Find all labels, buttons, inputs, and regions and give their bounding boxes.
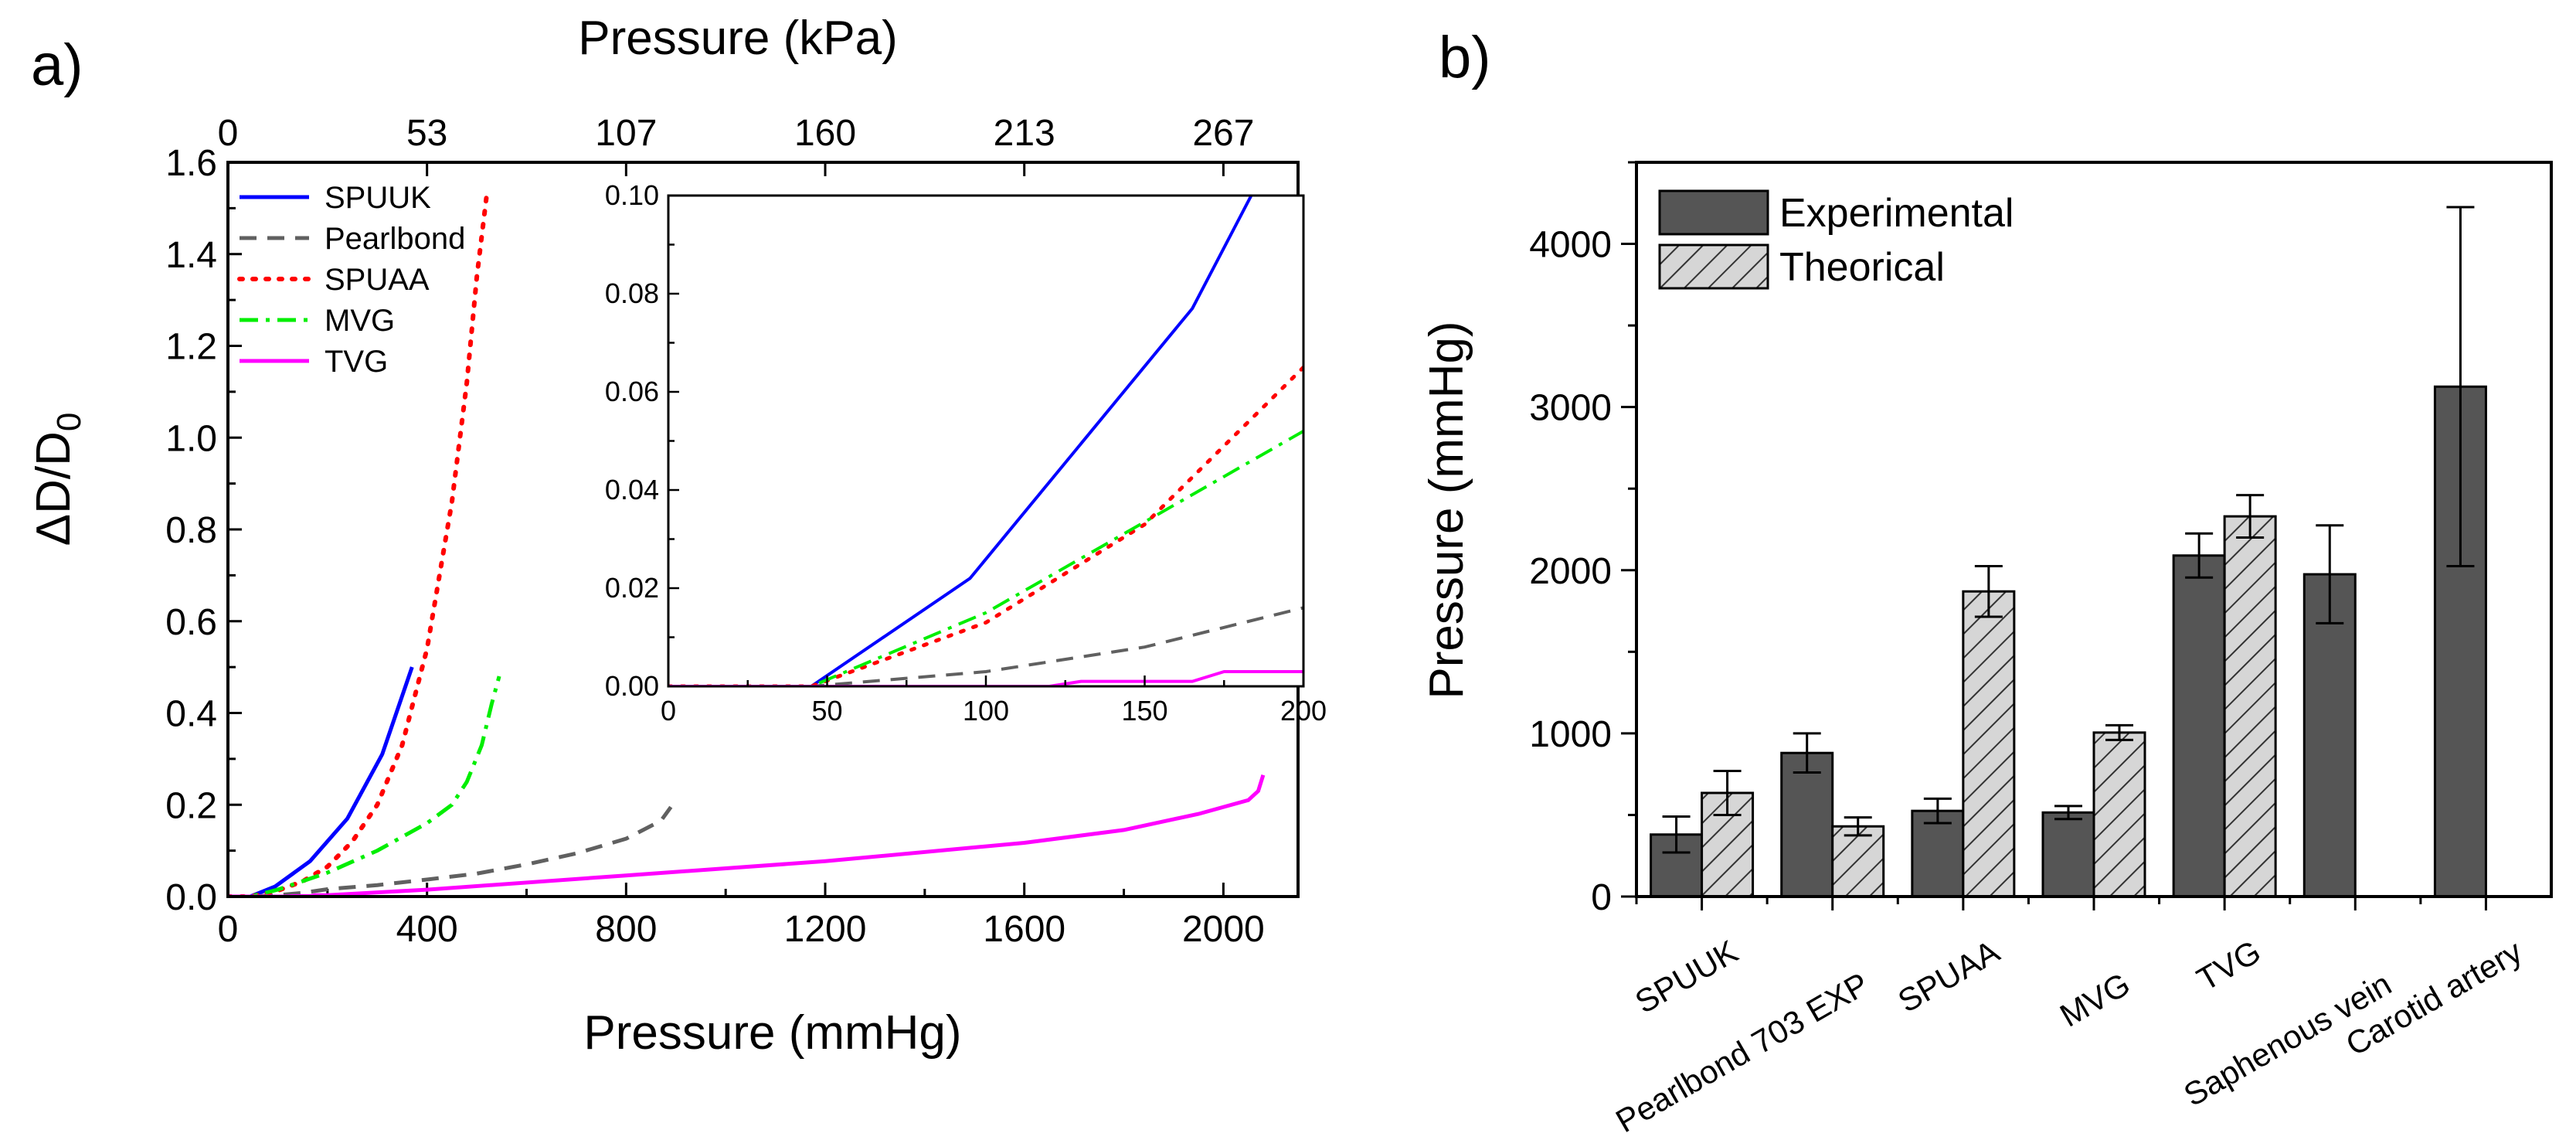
y-tick-label: 0.8 [165,510,217,551]
category-label: SPUUK [1629,933,1744,1020]
panel-a-label: a) [31,32,83,98]
legend-label-theorical: Theorical [1779,245,1945,290]
category-label: SPUAA [1892,933,2006,1019]
legend-label-mvg: MVG [325,304,395,338]
inset-x-tick-label: 0 [661,695,676,727]
legend-label-spuaa: SPUAA [325,263,430,297]
y-tick-label: 1.2 [165,327,217,368]
top-tick-label: 267 [1192,113,1254,154]
inset-x-tick-label: 50 [811,695,842,727]
y-tick-label: 0.6 [165,602,217,643]
bar-experimental [1780,751,1834,898]
inset-series-line-pearlbond [668,606,1303,686]
inset-x-tick-label: 100 [963,695,1009,727]
y-tick-label: 4000 [1529,225,1612,266]
y-tick-label: 1.4 [165,235,217,276]
panel-b: b) Pressure (mmHg) 0 1000 2000 3000 4000 Exp… [1420,25,2553,1139]
category-label: MVG [2054,965,2136,1034]
bar-theorical [1962,590,2016,898]
inset-series [668,196,1303,686]
top-tick-label: 53 [406,113,447,154]
panel-b-y-axis-title: Pressure (mmHg) [1420,321,1473,699]
bar-experimental [2041,811,2095,898]
inset-series-line-spuuk [668,196,1253,686]
y-tick-label: 1.6 [165,143,217,184]
panel-b-plot-frame [1635,161,2553,898]
y-tick-label: 2000 [1529,551,1612,592]
y-tick-label: 1.0 [165,418,217,459]
panel-a-y-axis-title: ΔD/D0 [27,413,88,546]
y-tick-label: 0.4 [165,694,217,735]
legend-label-pearlbond: Pearlbond [325,222,465,256]
inset-series-line-spuaa [668,363,1303,686]
inset-x-tick-label: 200 [1280,695,1327,727]
y-tick-label: 3000 [1529,388,1612,429]
series-line-spuuk [228,666,414,897]
inset-y-tick-label: 0.10 [605,179,659,211]
inset-series-line-tvg [668,669,1303,686]
panel-b-ticks: 0 1000 2000 3000 4000 [1529,161,2487,918]
panel-a-top-axis-title: Pressure (kPa) [578,12,897,65]
legend-label-experimental: Experimental [1779,191,2014,236]
category-label: TVG [2190,933,2266,998]
y-tick-label: 0 [1591,877,1612,918]
panel-a-ticks: 0 400 800 1200 1600 2000 0 53 107 160 213 267 0.0 0.2… [165,113,1264,950]
bar-theorical [1831,825,1885,898]
top-tick-label: 160 [794,113,856,154]
inset-background [668,196,1303,686]
inset-y-tick-label: 0.02 [605,572,659,604]
top-tick-label: 213 [994,113,1055,154]
legend-label-spuuk: SPUUK [325,181,431,215]
top-tick-label: 0 [218,113,239,154]
bar-theorical [2092,731,2146,898]
inset-y-tick-label: 0.00 [605,670,659,702]
panel-a-inset: 0 50 100 150 200 0.00 0.02 0.04 0.06 0.08 0.10 [605,179,1327,727]
x-tick-label: 400 [396,909,458,950]
series-line-mvg [228,675,501,897]
panel-a-legend: SPUUK Pearlbond SPUAA MVG TVG [237,181,465,379]
panel-b-legend: Experimental Theorical [1658,189,2014,290]
legend-label-tvg: TVG [325,345,388,379]
series-line-spuaa [228,192,489,897]
top-tick-label: 107 [595,113,657,154]
x-tick-label: 2000 [1182,909,1265,950]
legend-swatch-theorical [1658,243,1769,290]
y-tick-label: 0.2 [165,785,217,826]
inset-y-tick-label: 0.08 [605,277,659,309]
y-tick-label: 1000 [1529,714,1612,755]
panel-a-series [228,192,1266,897]
panel-a-x-axis-title: Pressure (mmHg) [583,1006,961,1060]
x-tick-label: 1600 [983,909,1065,950]
inset-y-tick-label: 0.04 [605,474,659,505]
panel-b-bars [1650,206,2487,898]
y-tick-label: 0.0 [165,877,217,918]
panel-b-label: b) [1439,25,1491,90]
inset-ticks: 0 50 100 150 200 0.00 0.02 0.04 0.06 0.08 0.10 [605,179,1327,727]
x-tick-label: 0 [218,909,239,950]
series-line-pearlbond [228,805,673,897]
inset-series-line-mvg [668,429,1303,686]
bar-experimental [2172,554,2226,898]
bar-theorical [2223,515,2277,898]
legend-swatch-experimental [1658,189,1769,236]
inset-x-tick-label: 150 [1121,695,1167,727]
inset-y-tick-label: 0.06 [605,376,659,407]
x-tick-label: 800 [595,909,657,950]
panel-a: a) Pressure (kPa) Pressure (mmHg) ΔD/D0 … [27,12,1327,1060]
x-tick-label: 1200 [784,909,867,950]
